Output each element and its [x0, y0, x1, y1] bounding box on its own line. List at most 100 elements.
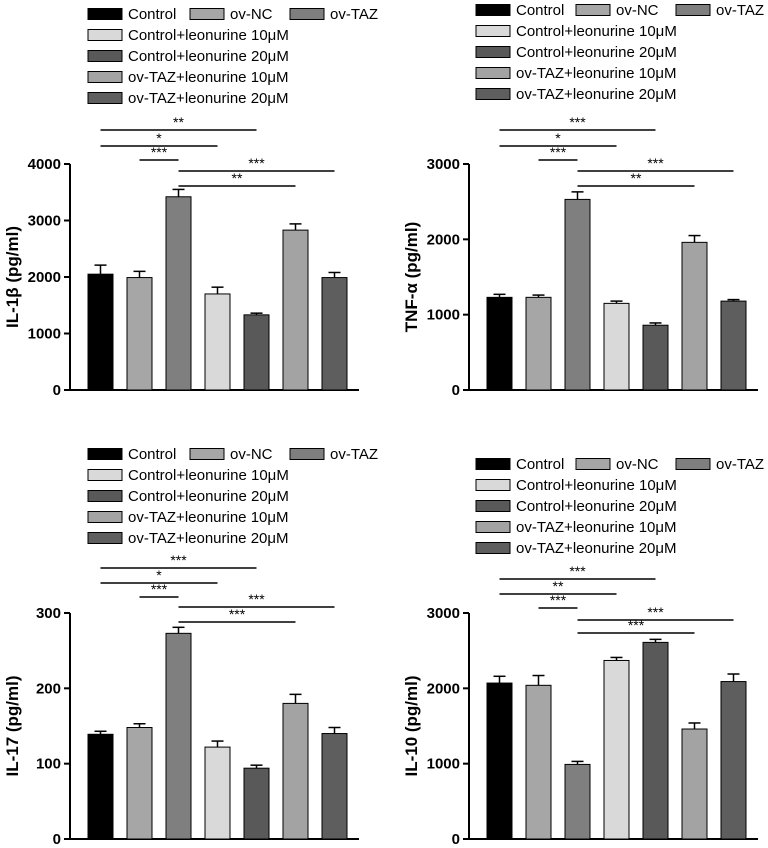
chart-panel-il17: Control ov-NC ov-TAZ Control+leonurine 10μM…: [0, 424, 384, 848]
significance-label: *: [555, 130, 561, 146]
legend-swatch: [475, 479, 511, 491]
legend-label: ov-NC: [230, 6, 273, 23]
y-tick-label: 3000: [28, 213, 61, 230]
significance-label: **: [173, 114, 184, 130]
y-tick-label: 3000: [427, 605, 460, 622]
significance-label: ***: [647, 155, 664, 171]
bar: [165, 632, 192, 840]
legend-label: ov-NC: [616, 2, 659, 19]
bar: [126, 727, 153, 840]
legend-label: ov-TAZ+leonurine 10μM: [516, 65, 677, 82]
legend-swatch: [87, 71, 123, 83]
legend-swatch: [675, 4, 711, 16]
legend-label: ov-TAZ+leonurine 20μM: [516, 540, 677, 557]
legend-label: ov-NC: [230, 446, 273, 463]
y-tick-label: 300: [36, 605, 61, 622]
legend-label: Control+leonurine 10μM: [128, 27, 289, 44]
chart-il1b: Control ov-NC ov-TAZ Control+leonurine 10μM…: [3, 6, 378, 399]
bar: [564, 198, 591, 391]
bar: [642, 641, 669, 840]
bar: [720, 681, 747, 840]
y-axis-label: IL-10 (pg/ml): [402, 675, 421, 776]
significance-label: ***: [151, 144, 168, 160]
y-tick-label: 100: [36, 756, 61, 773]
legend-label: ov-TAZ: [716, 456, 764, 473]
legend-label: ov-TAZ+leonurine 10μM: [516, 519, 677, 536]
legend-swatch: [289, 448, 325, 460]
significance-label: ***: [628, 617, 645, 633]
y-tick-label: 3000: [427, 156, 460, 173]
y-axis-label: IL-1β (pg/ml): [3, 226, 22, 328]
legend-label: Control: [516, 2, 564, 19]
y-tick-label: 0: [452, 382, 460, 399]
significance-label: **: [631, 170, 642, 186]
legend-label: ov-TAZ+leonurine 20μM: [128, 530, 289, 547]
legend-swatch: [189, 8, 225, 20]
legend-label: Control+leonurine 10μM: [128, 467, 289, 484]
bar: [564, 763, 591, 840]
legend-swatch: [87, 532, 123, 544]
significance-label: ***: [229, 606, 246, 622]
chart-tnfa: Control ov-NC ov-TAZ Control+leonurine 10μM…: [402, 2, 764, 399]
y-tick-label: 0: [53, 382, 61, 399]
bar: [720, 300, 747, 391]
significance-label: ***: [647, 604, 664, 620]
legend-label: Control+leonurine 20μM: [128, 48, 289, 65]
legend-swatch: [475, 25, 511, 37]
bar: [87, 273, 114, 391]
y-tick-label: 2000: [427, 680, 460, 697]
significance-label: ***: [569, 114, 586, 130]
legend-swatch: [475, 458, 511, 470]
legend-swatch: [87, 511, 123, 523]
chart-panel-il10: Control ov-NC ov-TAZ Control+leonurine 10μM…: [384, 424, 768, 848]
bar: [126, 277, 153, 391]
bar: [486, 682, 513, 840]
significance-label: *: [156, 130, 162, 146]
legend-swatch: [575, 4, 611, 16]
significance-label: ***: [569, 563, 586, 579]
legend-swatch: [87, 8, 123, 20]
legend-label: Control: [516, 456, 564, 473]
legend-label: Control: [128, 6, 176, 23]
bar: [282, 702, 309, 840]
bar: [165, 196, 192, 391]
legend-label: ov-TAZ+leonurine 10μM: [128, 69, 289, 86]
bar: [243, 767, 270, 840]
bar: [282, 229, 309, 391]
bar: [486, 296, 513, 391]
legend-swatch: [87, 448, 123, 460]
bar: [681, 728, 708, 840]
significance-label: ***: [550, 144, 567, 160]
legend-label: ov-NC: [616, 456, 659, 473]
bar: [204, 293, 231, 391]
legend-label: Control+leonurine 10μM: [516, 477, 677, 494]
legend-swatch: [575, 458, 611, 470]
bar: [87, 733, 114, 840]
bar: [603, 659, 630, 840]
legend-swatch: [475, 521, 511, 533]
legend-label: ov-TAZ+leonurine 10μM: [128, 509, 289, 526]
legend-label: Control+leonurine 20μM: [128, 488, 289, 505]
y-tick-label: 1000: [427, 307, 460, 324]
bar: [204, 746, 231, 840]
legend-label: Control+leonurine 20μM: [516, 498, 677, 515]
legend-label: Control: [128, 446, 176, 463]
y-tick-label: 2000: [427, 231, 460, 248]
significance-label: **: [553, 578, 564, 594]
legend-label: ov-TAZ+leonurine 20μM: [516, 86, 677, 103]
legend-swatch: [475, 500, 511, 512]
legend-label: ov-TAZ: [716, 2, 764, 19]
legend-swatch: [675, 458, 711, 470]
legend-swatch: [475, 4, 511, 16]
chart-panel-tnfa: Control ov-NC ov-TAZ Control+leonurine 10μM…: [384, 0, 768, 424]
y-axis-label: TNF-α (pg/ml): [402, 222, 421, 333]
legend-swatch: [87, 50, 123, 62]
y-tick-label: 4000: [28, 156, 61, 173]
legend-swatch: [475, 542, 511, 554]
bar: [681, 241, 708, 391]
legend-swatch: [87, 29, 123, 41]
legend-swatch: [87, 92, 123, 104]
significance-label: *: [156, 567, 162, 583]
legend-label: ov-TAZ: [330, 446, 378, 463]
bar: [321, 277, 348, 391]
